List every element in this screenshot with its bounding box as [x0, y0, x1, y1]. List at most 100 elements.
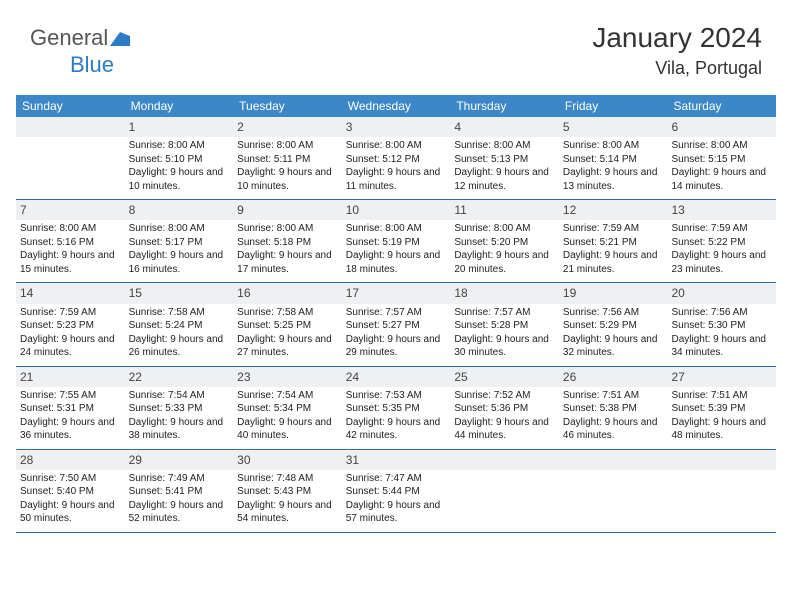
sunrise-line: Sunrise: 8:00 AM [563, 139, 664, 153]
day-number: 19 [559, 283, 668, 303]
daylight-line: Daylight: 9 hours and 34 minutes. [671, 333, 772, 360]
day-number: 4 [450, 117, 559, 137]
sunset-line: Sunset: 5:14 PM [563, 153, 664, 167]
sunrise-line: Sunrise: 8:00 AM [454, 139, 555, 153]
day-number: 24 [342, 367, 451, 387]
sunset-line: Sunset: 5:27 PM [346, 319, 447, 333]
calendar-cell: 6Sunrise: 8:00 AMSunset: 5:15 PMDaylight… [667, 117, 776, 199]
sunset-line: Sunset: 5:19 PM [346, 236, 447, 250]
day-number: 2 [233, 117, 342, 137]
calendar-cell: 28Sunrise: 7:50 AMSunset: 5:40 PMDayligh… [16, 450, 125, 532]
sunset-line: Sunset: 5:20 PM [454, 236, 555, 250]
sunrise-line: Sunrise: 7:59 AM [671, 222, 772, 236]
sunset-line: Sunset: 5:12 PM [346, 153, 447, 167]
day-number [559, 450, 668, 470]
day-number: 13 [667, 200, 776, 220]
calendar-cell: 12Sunrise: 7:59 AMSunset: 5:21 PMDayligh… [559, 200, 668, 282]
day-number: 3 [342, 117, 451, 137]
sunrise-line: Sunrise: 7:52 AM [454, 389, 555, 403]
calendar-cell: 27Sunrise: 7:51 AMSunset: 5:39 PMDayligh… [667, 367, 776, 449]
calendar-cell [450, 450, 559, 532]
daylight-line: Daylight: 9 hours and 20 minutes. [454, 249, 555, 276]
day-number: 28 [16, 450, 125, 470]
daylight-line: Daylight: 9 hours and 36 minutes. [20, 416, 121, 443]
day-number: 8 [125, 200, 234, 220]
day-number: 9 [233, 200, 342, 220]
calendar-week: 21Sunrise: 7:55 AMSunset: 5:31 PMDayligh… [16, 367, 776, 450]
calendar-cell: 22Sunrise: 7:54 AMSunset: 5:33 PMDayligh… [125, 367, 234, 449]
daylight-line: Daylight: 9 hours and 52 minutes. [129, 499, 230, 526]
daylight-line: Daylight: 9 hours and 15 minutes. [20, 249, 121, 276]
daylight-line: Daylight: 9 hours and 38 minutes. [129, 416, 230, 443]
calendar-cell: 23Sunrise: 7:54 AMSunset: 5:34 PMDayligh… [233, 367, 342, 449]
calendar-cell: 18Sunrise: 7:57 AMSunset: 5:28 PMDayligh… [450, 283, 559, 365]
sunset-line: Sunset: 5:23 PM [20, 319, 121, 333]
sunset-line: Sunset: 5:40 PM [20, 485, 121, 499]
day-number: 25 [450, 367, 559, 387]
sunrise-line: Sunrise: 7:56 AM [671, 306, 772, 320]
sunrise-line: Sunrise: 7:50 AM [20, 472, 121, 486]
day-number: 22 [125, 367, 234, 387]
sunset-line: Sunset: 5:21 PM [563, 236, 664, 250]
sunrise-line: Sunrise: 8:00 AM [129, 222, 230, 236]
sunset-line: Sunset: 5:31 PM [20, 402, 121, 416]
sunset-line: Sunset: 5:43 PM [237, 485, 338, 499]
sunset-line: Sunset: 5:39 PM [671, 402, 772, 416]
daylight-line: Daylight: 9 hours and 11 minutes. [346, 166, 447, 193]
calendar-week: 14Sunrise: 7:59 AMSunset: 5:23 PMDayligh… [16, 283, 776, 366]
day-number [667, 450, 776, 470]
daylight-line: Daylight: 9 hours and 12 minutes. [454, 166, 555, 193]
daylight-line: Daylight: 9 hours and 18 minutes. [346, 249, 447, 276]
calendar-cell: 8Sunrise: 8:00 AMSunset: 5:17 PMDaylight… [125, 200, 234, 282]
page-location: Vila, Portugal [655, 58, 762, 79]
day-number: 7 [16, 200, 125, 220]
sunrise-line: Sunrise: 8:00 AM [20, 222, 121, 236]
calendar-cell: 29Sunrise: 7:49 AMSunset: 5:41 PMDayligh… [125, 450, 234, 532]
sunrise-line: Sunrise: 8:00 AM [454, 222, 555, 236]
day-number: 11 [450, 200, 559, 220]
brand-logo: General Blue [30, 25, 130, 78]
sunrise-line: Sunrise: 7:48 AM [237, 472, 338, 486]
day-number [16, 117, 125, 137]
sunrise-line: Sunrise: 8:00 AM [346, 222, 447, 236]
page-title: January 2024 [592, 22, 762, 54]
calendar-cell: 14 Sunrise: 7:59 AMSunset: 5:23 PMDayligh… [16, 283, 125, 365]
day-number: 5 [559, 117, 668, 137]
sunrise-line: Sunrise: 8:00 AM [129, 139, 230, 153]
sunset-line: Sunset: 5:30 PM [671, 319, 772, 333]
day-number: 23 [233, 367, 342, 387]
day-number: 20 [667, 283, 776, 303]
sunset-line: Sunset: 5:41 PM [129, 485, 230, 499]
calendar-cell: 30Sunrise: 7:48 AMSunset: 5:43 PMDayligh… [233, 450, 342, 532]
daylight-line: Daylight: 9 hours and 48 minutes. [671, 416, 772, 443]
daylight-line: Daylight: 9 hours and 57 minutes. [346, 499, 447, 526]
calendar-cell: 20 Sunrise: 7:56 AMSunset: 5:30 PMDayligh… [667, 283, 776, 365]
daylight-line: Daylight: 9 hours and 46 minutes. [563, 416, 664, 443]
daylight-line: Daylight: 9 hours and 42 minutes. [346, 416, 447, 443]
sunset-line: Sunset: 5:38 PM [563, 402, 664, 416]
day-number: 14 [16, 283, 125, 303]
day-header-row: SundayMondayTuesdayWednesdayThursdayFrid… [16, 95, 776, 117]
day-header: Saturday [667, 95, 776, 117]
sunrise-line: Sunrise: 7:59 AM [20, 306, 121, 320]
sunrise-line: Sunrise: 7:55 AM [20, 389, 121, 403]
calendar-cell: 15Sunrise: 7:58 AMSunset: 5:24 PMDayligh… [125, 283, 234, 365]
sunrise-line: Sunrise: 8:00 AM [237, 139, 338, 153]
daylight-line: Daylight: 9 hours and 40 minutes. [237, 416, 338, 443]
daylight-line: Daylight: 9 hours and 24 minutes. [20, 333, 121, 360]
sunset-line: Sunset: 5:34 PM [237, 402, 338, 416]
day-number: 18 [450, 283, 559, 303]
brand-part1: General [30, 25, 108, 50]
sunrise-line: Sunrise: 8:00 AM [237, 222, 338, 236]
calendar-cell: 24Sunrise: 7:53 AMSunset: 5:35 PMDayligh… [342, 367, 451, 449]
sunrise-line: Sunrise: 8:00 AM [671, 139, 772, 153]
brand-mark-icon [110, 26, 130, 52]
daylight-line: Daylight: 9 hours and 26 minutes. [129, 333, 230, 360]
sunrise-line: Sunrise: 7:58 AM [129, 306, 230, 320]
sunset-line: Sunset: 5:22 PM [671, 236, 772, 250]
calendar-cell [667, 450, 776, 532]
daylight-line: Daylight: 9 hours and 10 minutes. [237, 166, 338, 193]
sunset-line: Sunset: 5:35 PM [346, 402, 447, 416]
sunset-line: Sunset: 5:15 PM [671, 153, 772, 167]
calendar-cell: 9Sunrise: 8:00 AMSunset: 5:18 PMDaylight… [233, 200, 342, 282]
